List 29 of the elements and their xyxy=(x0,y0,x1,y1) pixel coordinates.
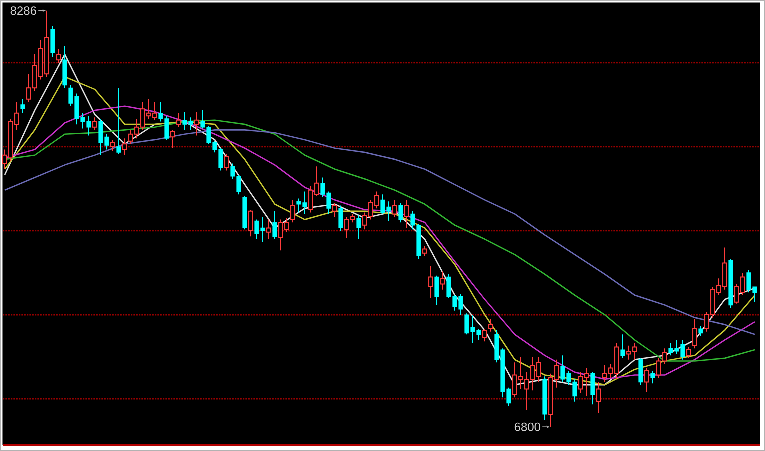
candlestick xyxy=(170,130,176,149)
candlestick xyxy=(488,318,494,332)
candlestick xyxy=(194,111,200,136)
candlestick xyxy=(440,271,446,290)
candlestick xyxy=(692,318,698,350)
candlestick xyxy=(428,266,434,299)
candlestick xyxy=(434,275,440,306)
candlestick xyxy=(272,210,278,240)
candlestick xyxy=(50,26,56,58)
candlestick xyxy=(620,334,626,359)
candlestick xyxy=(116,88,122,154)
candlestick xyxy=(176,112,182,128)
candlestick xyxy=(398,202,404,224)
candlestick xyxy=(224,153,230,172)
candlestick xyxy=(596,382,602,414)
candlestick xyxy=(356,215,362,240)
annotation: 6800 xyxy=(514,422,541,432)
candlestick xyxy=(122,138,128,156)
candlestick xyxy=(404,200,410,229)
candlestick xyxy=(20,98,26,114)
candlestick xyxy=(698,326,704,337)
candlestick xyxy=(62,46,68,89)
candlestick xyxy=(590,372,596,406)
candlestick xyxy=(266,219,272,240)
candlestick xyxy=(644,368,650,393)
candlestick xyxy=(686,346,692,359)
candlestick xyxy=(338,205,344,232)
annotation: 8286 xyxy=(10,6,36,16)
candlestick xyxy=(392,200,398,218)
